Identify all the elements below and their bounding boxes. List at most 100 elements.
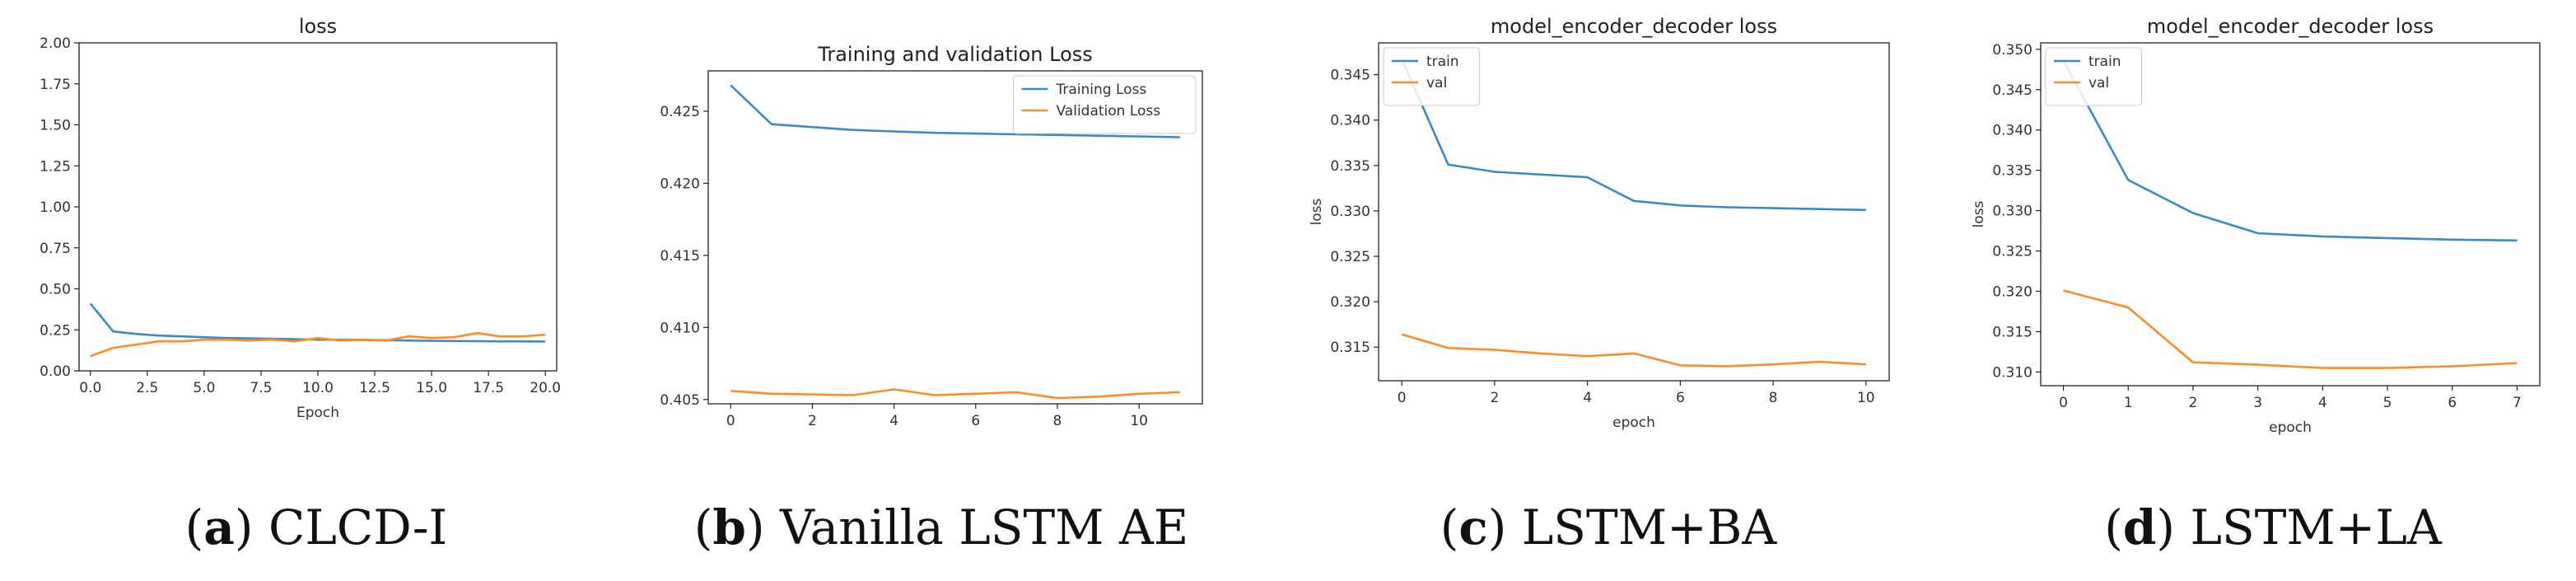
y-tick-label: 0.345	[1992, 82, 2032, 99]
caption-text: LSTM+LA	[2175, 499, 2443, 555]
series-line-val	[1401, 333, 1866, 368]
x-axis-label: epoch	[2269, 419, 2312, 436]
x-tick-label: 4	[1583, 390, 1592, 406]
y-tick-label: 0.345	[1330, 68, 1370, 84]
legend: train val	[1383, 47, 1480, 106]
x-tick-label: 8	[1769, 390, 1778, 406]
x-tick-label: 4	[2318, 395, 2327, 411]
y-tick-label: 0.330	[1992, 204, 2032, 220]
series-line-0	[89, 302, 546, 343]
y-tick-label: 0.415	[660, 248, 700, 265]
x-tick-label: 3	[2253, 395, 2262, 411]
caption-c: (c) LSTM+BA	[1440, 499, 1778, 555]
series-line-1	[90, 331, 546, 358]
y-tick-label: 0.310	[1992, 364, 2032, 381]
y-tick-label: 0.315	[1992, 324, 2032, 340]
series-line-training-loss	[730, 84, 1180, 138]
plot-frame	[78, 42, 558, 372]
y-tick-label: 1.75	[40, 77, 71, 93]
caption-letter: c	[1458, 499, 1487, 555]
y-tick-label: 1.00	[40, 199, 71, 216]
plot-frame	[2040, 42, 2541, 387]
y-tick-label: 0.325	[1330, 249, 1370, 265]
legend-box	[1013, 75, 1197, 134]
y-tick-label: 1.25	[40, 158, 71, 175]
legend-label: Validation Loss	[1057, 103, 1161, 119]
x-tick-label: 4	[889, 413, 898, 429]
x-tick-label: 1	[2124, 395, 2133, 411]
x-tick-label: 17.5	[473, 380, 504, 396]
y-tick-label: 0.410	[660, 320, 700, 336]
series-line-train	[1401, 59, 1866, 212]
legend-label: train	[2088, 54, 2121, 70]
x-tick-label: 6	[2448, 395, 2457, 411]
y-axis-label: loss	[1309, 198, 1325, 225]
x-tick-label: 0	[726, 413, 735, 429]
legend-label: Training Loss	[1056, 82, 1147, 98]
chart-panel-a: loss 0.0 2.5 5.0 7.5 10.0 12.5 15.0 17.5 20.0 0.00…	[40, 15, 561, 421]
y-tick-label: 1.50	[40, 118, 71, 134]
x-tick-label: 5.0	[193, 380, 215, 396]
caption-d: (d) LSTM+LA	[2104, 499, 2443, 555]
x-tick-label: 0.0	[79, 380, 101, 396]
caption-letter: a	[203, 499, 235, 555]
y-axis-label: loss	[1971, 200, 1987, 227]
caption-text: CLCD-I	[254, 499, 448, 555]
legend-label: val	[1426, 75, 1447, 91]
y-tick-label: 0.25	[40, 322, 71, 339]
x-tick-label: 6	[1676, 390, 1685, 406]
chart-title: loss	[299, 15, 337, 38]
y-tick-label: 0.425	[660, 104, 700, 120]
y-tick-label: 0.75	[40, 241, 71, 257]
y-tick-label: 0.50	[40, 282, 71, 298]
chart-panel-d: model_encoder_decoder loss 0 1 2 3 4 5 6 7 0.310 0…	[1971, 15, 2541, 436]
x-tick-label: 2	[1490, 390, 1499, 406]
y-tick-label: 0.330	[1330, 204, 1370, 220]
x-tick-label: 15.0	[416, 380, 447, 396]
series-line-validation-loss	[730, 388, 1180, 400]
caption-text: LSTM+BA	[1506, 499, 1777, 555]
series-line-val	[2063, 289, 2518, 369]
x-axis-label: epoch	[1612, 415, 1655, 431]
caption-letter: d	[2123, 499, 2157, 555]
chart-title: model_encoder_decoder loss	[2147, 15, 2434, 38]
x-tick-label: 7	[2513, 395, 2522, 411]
x-tick-label: 6	[971, 413, 980, 429]
chart-title: model_encoder_decoder loss	[1491, 15, 1777, 38]
series-line-train	[2062, 59, 2518, 242]
y-tick-label: 0.340	[1992, 123, 2032, 139]
x-tick-label: 10.0	[302, 380, 334, 396]
y-tick-label: 0.335	[1330, 158, 1370, 175]
legend-label: val	[2088, 75, 2109, 91]
caption-b: (b) Vanilla LSTM AE	[694, 499, 1188, 555]
legend-label: train	[1426, 54, 1459, 70]
legend: Training Loss Validation Loss	[1013, 75, 1197, 134]
y-tick-label: 2.00	[40, 35, 71, 52]
x-tick-label: 7.5	[250, 380, 272, 396]
y-tick-label: 0.315	[1330, 340, 1370, 356]
x-tick-label: 8	[1053, 413, 1062, 429]
chart-panel-b: Training and validation Loss 0 2 4 6 8 10 0.405…	[660, 43, 1203, 429]
x-tick-label: 10	[1130, 413, 1148, 429]
y-tick-label: 0.340	[1330, 113, 1370, 129]
chart-title: Training and validation Loss	[817, 43, 1093, 66]
x-tick-label: 10	[1857, 390, 1875, 406]
x-tick-label: 0	[2059, 395, 2068, 411]
y-tick-label: 0.320	[1992, 283, 2032, 300]
x-tick-label: 5	[2383, 395, 2392, 411]
y-tick-label: 0.420	[660, 176, 700, 192]
x-tick-label: 2	[2189, 395, 2198, 411]
caption-text: Vanilla LSTM AE	[765, 499, 1189, 555]
plot-frame	[1378, 42, 1890, 382]
y-tick-label: 0.405	[660, 392, 700, 409]
y-tick-label: 0.350	[1992, 42, 2032, 59]
legend-box	[2045, 47, 2142, 106]
legend: train val	[2045, 47, 2142, 106]
y-tick-label: 0.00	[40, 363, 71, 380]
y-tick-label: 0.325	[1992, 244, 2032, 260]
x-tick-label: 2	[808, 413, 817, 429]
x-axis-label: Epoch	[296, 405, 339, 421]
caption-a: (a) CLCD-I	[185, 499, 448, 555]
x-tick-label: 20.0	[530, 380, 561, 396]
